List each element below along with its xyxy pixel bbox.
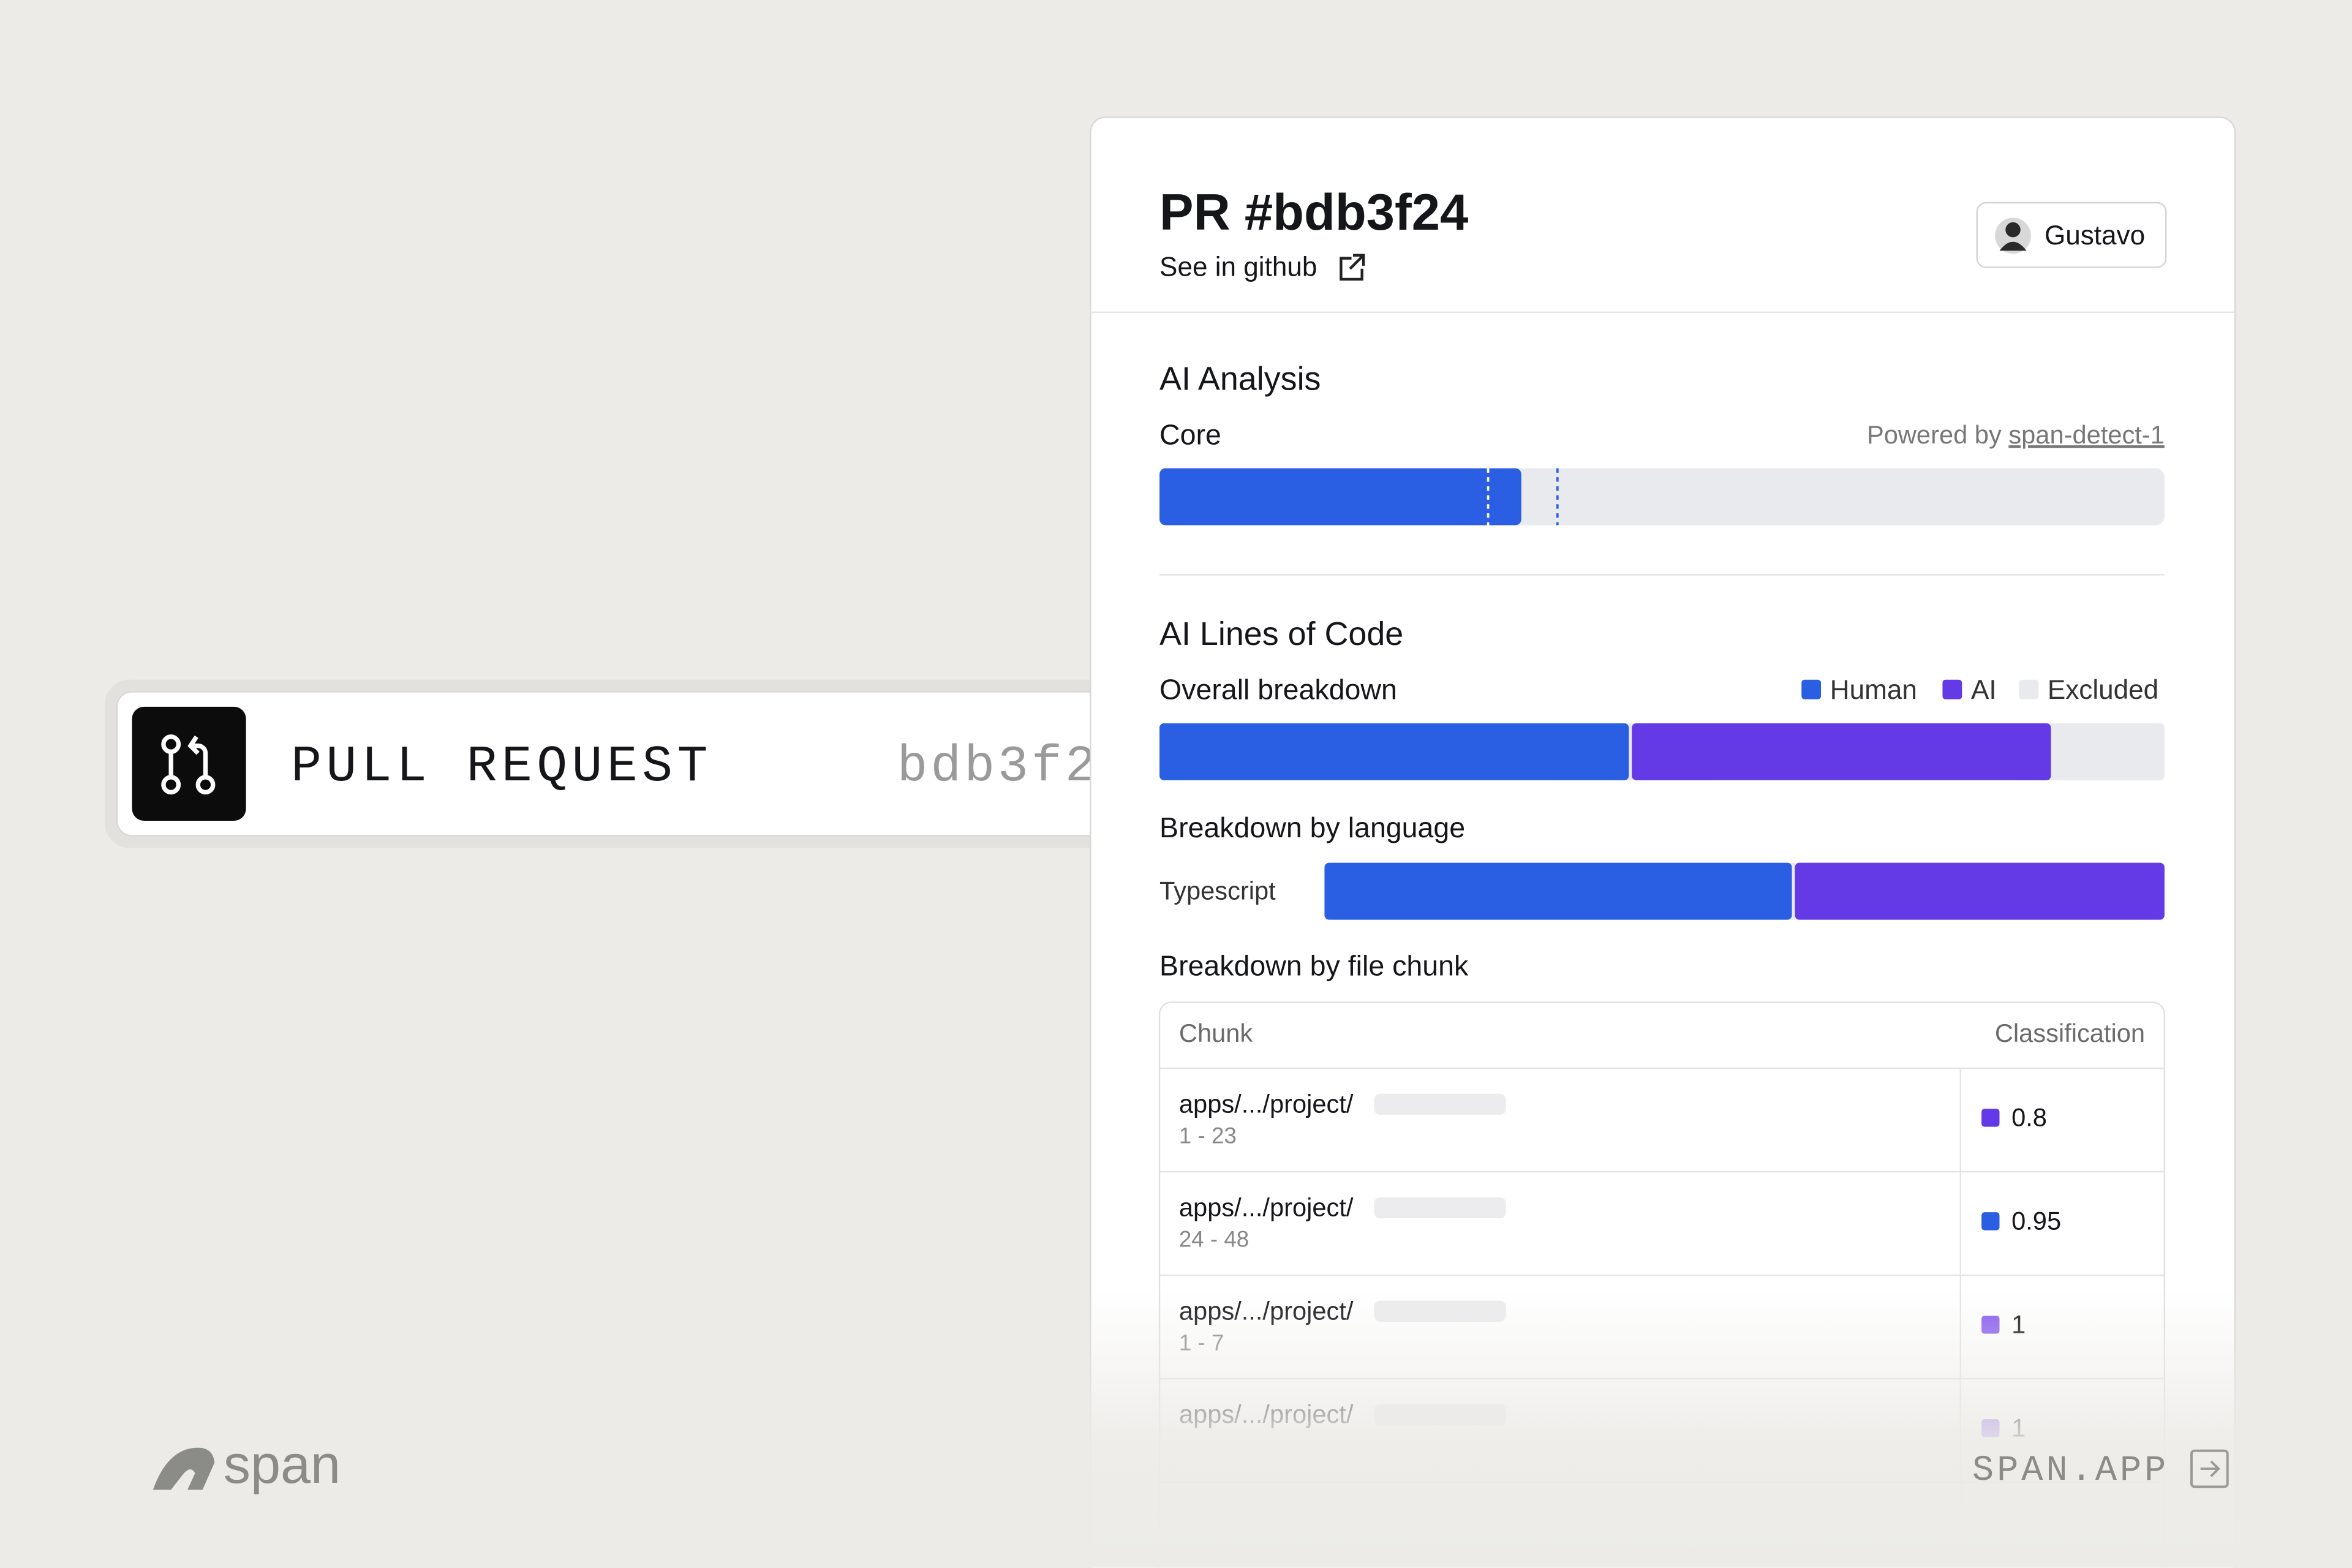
- legend-swatch: [1942, 679, 1962, 699]
- overall-label: Overall breakdown: [1159, 674, 1397, 706]
- banner-label: PULL REQUEST: [291, 739, 712, 796]
- score-swatch: [1981, 1212, 2000, 1231]
- fade: [1072, 1290, 2258, 1568]
- core-fill: [1159, 468, 1521, 526]
- brand-name: span: [224, 1434, 341, 1494]
- link-icon: [2190, 1449, 2229, 1488]
- banner-hash: bdb3f2: [897, 739, 1098, 796]
- legend-swatch: [2019, 679, 2039, 699]
- legend: Human AI Excluded: [1801, 675, 2158, 705]
- legend-swatch: [1801, 679, 1822, 699]
- pr-title: PR #bdb3f24: [1159, 184, 1468, 241]
- column-header: Classification: [1995, 1019, 2145, 1047]
- model-name[interactable]: span-detect-1: [2008, 420, 2165, 449]
- user-name: Gustavo: [2045, 221, 2145, 251]
- section-title: AI Lines of Code: [1159, 616, 1403, 652]
- external-icon: [1340, 254, 1365, 281]
- bar-segment: [1632, 723, 2051, 780]
- score: 0.95: [2011, 1206, 2061, 1235]
- legend-label: AI: [1971, 675, 1997, 705]
- bar-segment: [1159, 723, 1629, 780]
- avatar-body: [1999, 241, 2027, 251]
- overall-bar: [1159, 723, 2165, 780]
- powered-by: Powered by span-detect-1: [1867, 420, 2165, 449]
- site-link[interactable]: SPAN.APP: [1972, 1450, 2169, 1491]
- language-name: Typescript: [1159, 876, 1276, 905]
- github-link[interactable]: See in github: [1159, 252, 1317, 282]
- chunks-title: Breakdown by file chunk: [1159, 949, 1469, 981]
- legend-label: Human: [1830, 675, 1917, 705]
- pr-icon: [132, 706, 246, 821]
- legend-label: Excluded: [2048, 675, 2158, 705]
- bar-segment: [1324, 862, 1792, 920]
- core-label: Core: [1159, 418, 1221, 450]
- language-bars: Typescript: [1159, 862, 2165, 920]
- path-placeholder: [1374, 1197, 1506, 1218]
- score: 0.8: [2011, 1102, 2047, 1131]
- bar-segment: [1795, 862, 2165, 920]
- bar-segment: [2054, 723, 2165, 780]
- language-title: Breakdown by language: [1159, 812, 1465, 843]
- chunk-path: apps/.../project/: [1179, 1089, 1354, 1118]
- section-title: AI Analysis: [1159, 361, 1321, 398]
- column-header: Chunk: [1179, 1019, 1253, 1047]
- brand-logo: [153, 1447, 215, 1490]
- chunk-lines: 1 - 23: [1179, 1123, 1237, 1148]
- path-placeholder: [1374, 1093, 1506, 1115]
- user-button[interactable]: [1976, 202, 2167, 268]
- chunk-lines: 24 - 48: [1179, 1226, 1249, 1251]
- core-bar: [1159, 468, 2165, 526]
- powered-prefix: Powered by: [1867, 420, 2002, 449]
- pr-icon-glyph: [161, 734, 216, 795]
- score-swatch: [1981, 1109, 2000, 1127]
- avatar-head: [2005, 222, 2021, 238]
- chunk-path: apps/.../project/: [1179, 1193, 1354, 1221]
